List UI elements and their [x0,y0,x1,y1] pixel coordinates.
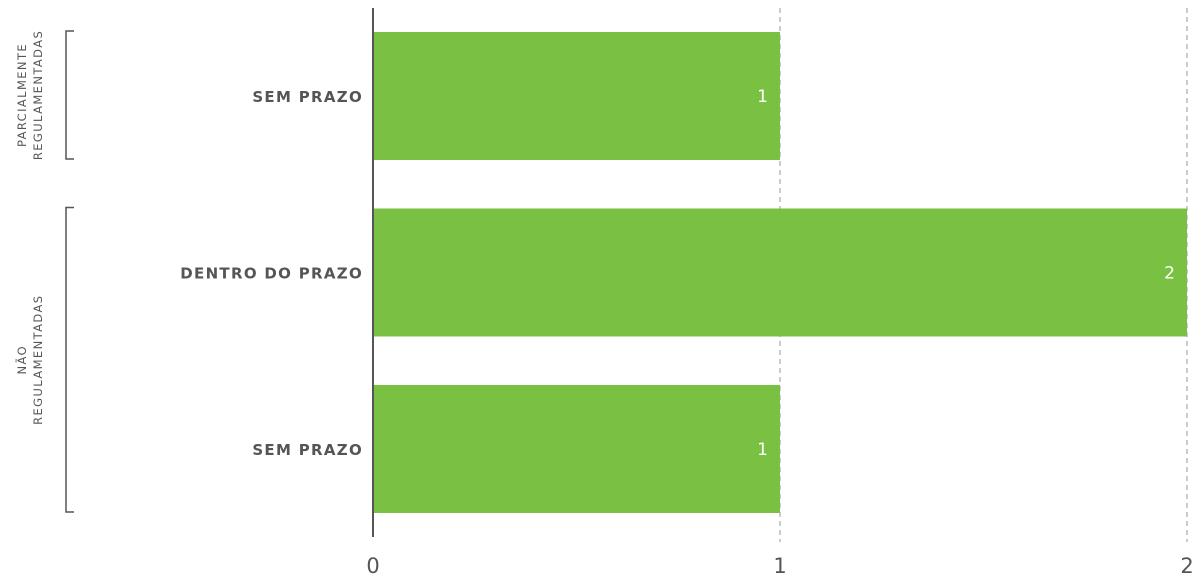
category-label-2: SEM PRAZO [252,441,363,459]
group-label-0-line-1: REGULAMENTADAS [31,30,45,160]
value-label-2: 1 [757,440,768,460]
x-tick-label-0: 0 [366,554,379,578]
x-tick-label-1: 1 [773,554,786,578]
bar-2 [374,385,780,513]
x-tick-label-2: 2 [1180,554,1193,578]
category-label-0: SEM PRAZO [252,88,363,106]
bar-0 [374,32,780,160]
group-bracket-0 [65,30,74,160]
group-label-1-line-1: REGULAMENTADAS [31,295,45,425]
value-label-0: 1 [757,87,768,107]
labels-layer: 0 1 2 1 SEM PRAZO 2 DENTRO DO PRAZO 1 SEM PRAZO [180,87,1193,578]
group-label-1-line-0: NÃO [14,345,29,375]
value-label-1: 2 [1164,264,1175,284]
category-label-1: DENTRO DO PRAZO [180,265,363,283]
bar-1 [374,208,1187,337]
bars-layer [374,32,1187,513]
group-label-0-line-0: PARCIALMENTE [15,43,29,147]
group-bracket-1 [65,206,74,513]
